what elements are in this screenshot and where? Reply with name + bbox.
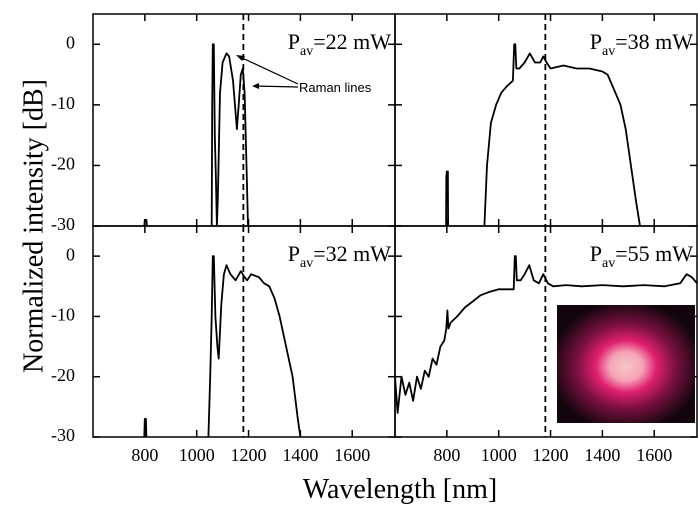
power-label: Pav=55 mW	[590, 241, 693, 271]
power-label-symbol: P	[288, 241, 300, 266]
annotation-arrow	[237, 55, 299, 85]
spectrum-line	[143, 255, 302, 437]
x-tick-label: 1000	[179, 445, 215, 465]
power-label-symbol: P	[590, 29, 602, 54]
power-label-value: =32 mW	[313, 241, 391, 266]
annotation-arrow	[253, 85, 299, 88]
panel: 0 -10 -20 -30 800 1000 1200 1400 1600 Pav=32 mW	[51, 225, 396, 465]
x-tick-label: 1600	[636, 445, 672, 465]
y-tick-label: -30	[51, 425, 75, 445]
x-tick-label: 1200	[231, 445, 267, 465]
beam-photo	[557, 305, 695, 423]
panel: 800 1000 1200 1400 1600 Pav=55 mW	[394, 225, 698, 465]
y-tick-label: -20	[51, 365, 75, 385]
annotation: Raman lines	[299, 80, 372, 95]
power-label-subscript: av	[300, 256, 313, 271]
power-label-subscript: av	[602, 256, 615, 271]
x-axis-title: Wavelength [nm]	[303, 474, 497, 505]
panel: 0 -10 -20 -30 Pav=22 mW Raman lines	[51, 13, 396, 234]
x-tick-label: 800	[433, 445, 460, 465]
y-tick-label: -10	[51, 93, 75, 113]
y-axis-title: Normalized intensity [dB]	[18, 79, 49, 373]
y-tick-label: -20	[51, 154, 75, 174]
x-tick-label: 1000	[481, 445, 517, 465]
power-label-subscript: av	[300, 44, 313, 59]
power-label-subscript: av	[602, 44, 615, 59]
power-label: Pav=38 mW	[590, 29, 693, 59]
spectrum-line	[143, 43, 249, 226]
x-tick-label: 1400	[282, 445, 318, 465]
spectrum-line	[395, 255, 697, 414]
y-tick-label: -10	[51, 305, 75, 325]
arrow-head	[252, 83, 259, 89]
y-tick-label: 0	[66, 32, 75, 52]
power-label: Pav=32 mW	[288, 241, 391, 271]
x-tick-label: 1200	[533, 445, 569, 465]
y-tick-label: 0	[66, 244, 75, 264]
arrow-head	[236, 55, 245, 61]
spectrum-line	[445, 43, 641, 226]
power-label-value: =55 mW	[615, 241, 693, 266]
panel-frame	[394, 225, 698, 438]
power-label-value: =38 mW	[615, 29, 693, 54]
power-label-value: =22 mW	[313, 29, 391, 54]
x-tick-label: 1400	[584, 445, 620, 465]
x-tick-label: 1600	[334, 445, 370, 465]
x-tick-label: 800	[131, 445, 158, 465]
power-label-symbol: P	[288, 29, 300, 54]
panel: Pav=38 mW	[394, 13, 698, 227]
y-tick-label: -30	[51, 214, 75, 234]
power-label-symbol: P	[590, 241, 602, 266]
power-label: Pav=22 mW	[288, 29, 391, 59]
